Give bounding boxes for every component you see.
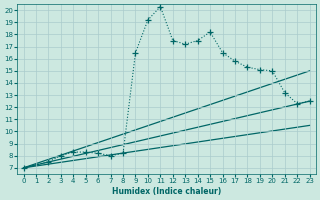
X-axis label: Humidex (Indice chaleur): Humidex (Indice chaleur) <box>112 187 221 196</box>
